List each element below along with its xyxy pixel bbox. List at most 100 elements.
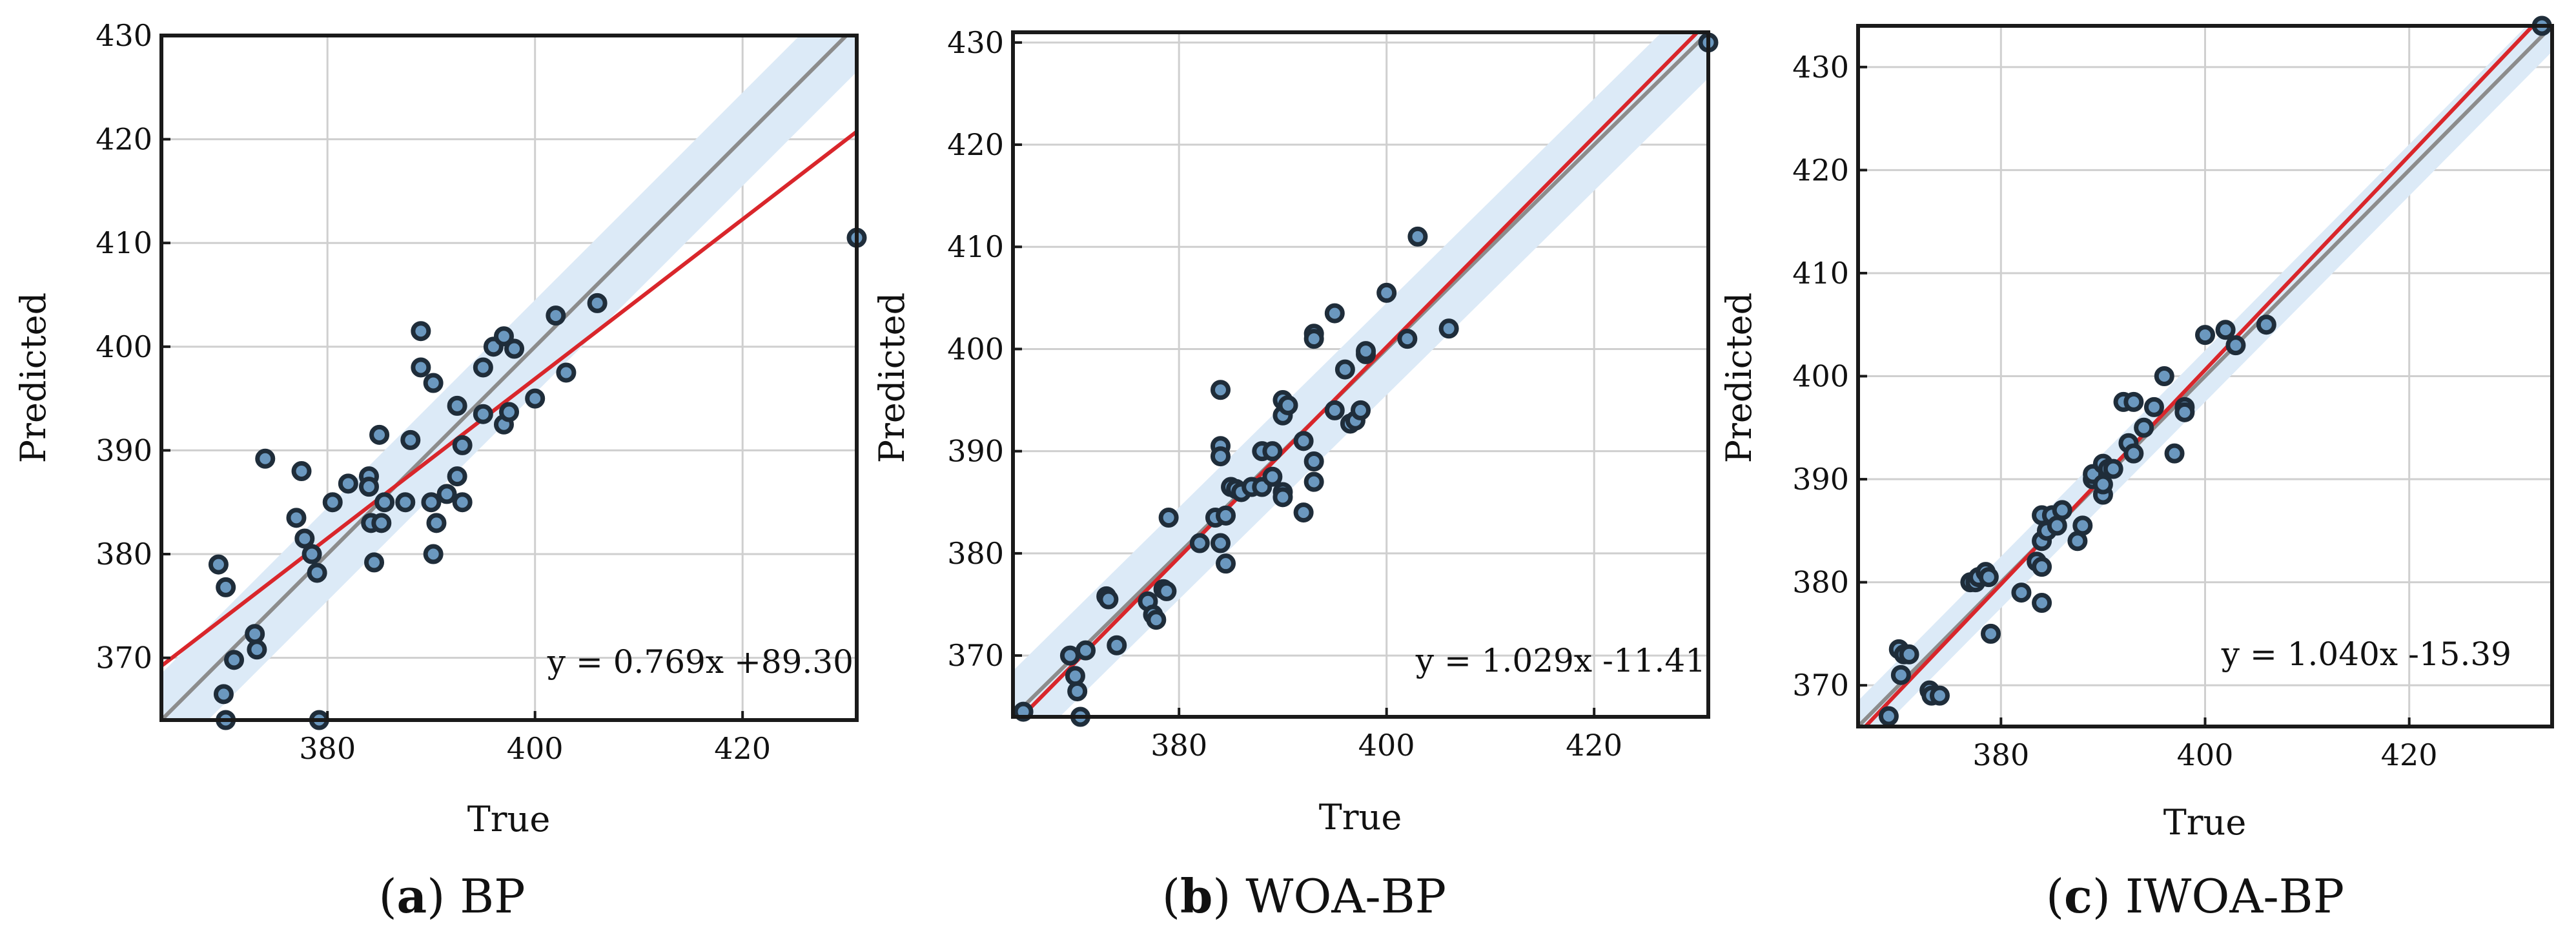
panel-a-data-point [504,338,525,359]
panel-c-y-tick-label: 410 [1792,256,1849,291]
panel-b-data-point [1324,400,1345,420]
panel-c-equation: y = 1.040x -15.39 [2221,635,2511,673]
panel-b-data-point [1216,553,1236,574]
panel-c-y-tick-label: 370 [1792,668,1849,703]
panel-a-letter: a [397,869,427,923]
panel-b-name: WOA-BP [1245,869,1446,923]
panel-b-y-axis-label: Predicted [872,293,912,463]
panel-b-data-point [1098,589,1119,610]
panel-c-data-point [1899,644,1919,665]
panel-a-data-point [255,448,276,469]
panel-a-y-tick-label: 400 [96,329,152,364]
panel-c-x-tick-label: 380 [1972,737,2029,772]
panel-c-y-tick-label: 400 [1792,359,1849,394]
panel-c-data-point [2052,500,2072,521]
panel-c: 380 400 420 370 380 390 400 410 420 430 y = 1.04… [1719,15,2554,923]
panel-b-data-point [1262,441,1283,462]
panel-a-x-tick-label: 400 [507,731,564,766]
panel-b-data-point [1158,507,1179,528]
panel-a-data-point [213,684,234,705]
panel-a-identity-line [161,36,850,720]
panel-a-data-point [371,513,392,533]
panel-a-data-point [247,639,267,660]
panel-a-data-point [400,429,421,450]
panel-a: 380 400 420 370 380 390 400 410 420 430 y = 0.76… [13,18,867,923]
panel-c-y-tick-label: 380 [1792,565,1849,600]
panel-b-y-tick-label: 410 [947,229,1004,264]
panel-a-caption-close: ) [427,869,445,923]
panel-b-data-point [1324,303,1345,324]
panel-a-data-point [208,554,229,575]
panel-c-data-point [2067,531,2088,552]
panel-b-data-point [1156,581,1177,601]
panel-a-y-ticks: 370 380 390 400 410 420 430 [96,18,170,675]
panel-b-data-point [1303,329,1324,349]
panel-a-data-point [411,357,431,378]
panel-a-data-point [369,424,390,445]
panel-a-data-point [286,508,307,528]
panel-a-data-point [452,435,473,455]
panel-a-x-tick-label: 420 [714,731,771,766]
panel-a-data-point [423,544,444,564]
panel-b-data-point [1278,395,1298,415]
panel-b-y-tick-label: 430 [947,25,1004,60]
panel-a-data-point [307,562,327,583]
panel-c-y-tick-label: 390 [1792,462,1849,497]
panel-c-x-ticks: 380 400 420 [1972,717,2438,772]
panel-b-data-point [1262,466,1283,487]
panel-a-data-point [358,477,379,497]
panel-a-data-point [556,362,577,383]
panel-c-data-point [2103,459,2123,479]
panel-c-data-point [2225,335,2246,356]
panel-a-data-point [302,544,322,564]
panel-a-caption: (a) BP [378,869,525,923]
panel-b-data-point [1376,282,1397,303]
panel-a-data-point [587,293,608,313]
panel-b-y-tick-label: 420 [947,127,1004,162]
panel-c-data-point [2143,397,2164,417]
panel-a-data-point [421,492,442,513]
panel-a-data-point [216,577,236,597]
panel-b-fit-line [1019,32,1701,717]
panel-c-points [1878,15,2552,727]
panel-b-data-point [1407,226,1428,247]
panel-a-data-point [426,513,447,533]
panel-a-y-tick-label: 370 [96,641,152,675]
panel-b: 380 400 420 370 380 390 400 410 420 430 y = 1.02… [872,25,1719,923]
panel-c-y-ticks: 370 380 390 400 410 420 430 [1792,50,1867,703]
panel-a-frame [159,34,859,722]
panel-b-caption-close: ) [1212,869,1231,923]
panel-c-data-point [2123,443,2144,464]
panel-c-caption-close: ) [2092,869,2111,923]
panel-b-data-point [1059,645,1080,666]
panel-c-data-point [1890,665,1911,685]
panel-a-x-axis-label: True [467,799,551,840]
panel-a-data-point [423,373,444,393]
panel-c-data-point [1878,706,1899,727]
panel-a-data-point [411,321,431,342]
panel-a-data-point [294,528,315,549]
panel-b-x-tick-label: 420 [1566,728,1622,763]
panel-b-data-point [1438,318,1459,339]
panel-a-fit-line [161,129,857,669]
panel-a-data-point [436,484,457,504]
panel-b-data-point [1293,502,1314,523]
panel-a-data-point [395,492,416,513]
panel-a-data-point [493,326,514,347]
panel-a-y-tick-label: 390 [96,433,152,468]
panel-b-data-point [1303,471,1324,492]
panel-a-data-point [374,492,395,513]
panel-b-frame [1011,30,1710,719]
panel-c-identity-line [1858,26,2552,727]
panel-b-caption-open: ( [1162,869,1180,923]
panel-c-data-point [2072,515,2093,536]
panel-c-x-axis-label: True [2163,802,2247,843]
panel-a-data-point [525,388,546,409]
panel-b-letter: b [1180,869,1212,923]
panel-c-data-point [2032,557,2052,577]
panel-a-y-tick-label: 380 [96,537,152,572]
panel-c-fit-line [1863,26,2536,727]
panel-b-data-point [1351,400,1371,420]
panel-b-y-tick-label: 380 [947,536,1004,571]
panel-b-data-point [1356,341,1376,362]
